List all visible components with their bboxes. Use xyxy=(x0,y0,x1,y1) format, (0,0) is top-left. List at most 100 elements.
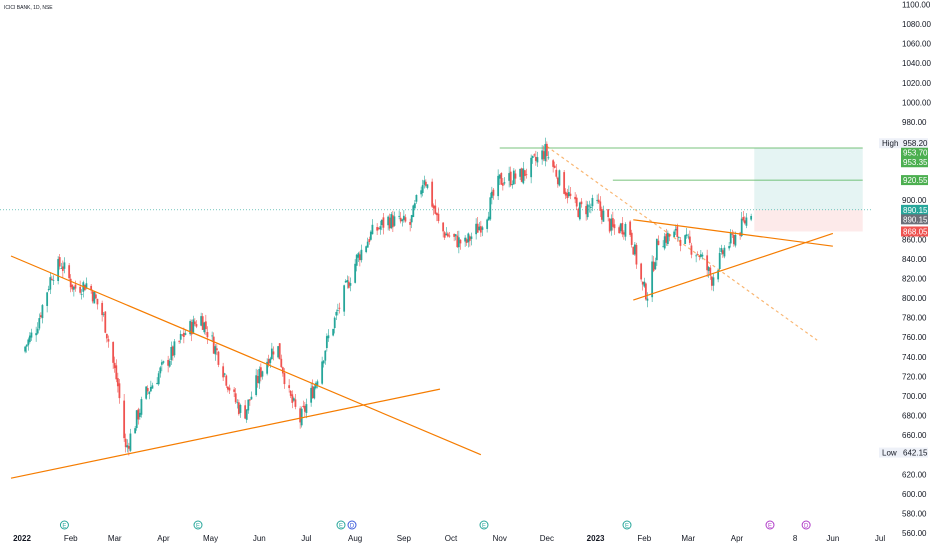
trendline[interactable] xyxy=(546,145,818,341)
candle-body xyxy=(182,332,185,337)
candle-body xyxy=(602,210,605,222)
candle-body xyxy=(343,285,346,312)
position-tool[interactable] xyxy=(0,147,872,232)
event-marker-icon[interactable]: D xyxy=(801,520,811,530)
position-target-zone[interactable] xyxy=(754,147,863,210)
candle-body xyxy=(112,342,115,363)
candle-body xyxy=(223,373,226,375)
trendlines[interactable] xyxy=(10,145,834,479)
price-tag-value: 642.15 xyxy=(903,449,928,458)
event-marker-letter: E xyxy=(625,524,629,530)
candle-body xyxy=(522,168,525,184)
candle-body xyxy=(376,227,379,231)
price-tag-green: 953.35 xyxy=(901,157,928,168)
candle-body xyxy=(61,266,64,271)
time-axis[interactable]: 2022 Feb Mar Apr May Jun Jul Aug Sep Oct Nov Dec 202… xyxy=(13,534,885,543)
candle-body xyxy=(310,387,313,403)
candle-body xyxy=(497,175,500,197)
candle-body xyxy=(24,346,27,352)
candle-body xyxy=(80,293,83,295)
candle-body xyxy=(27,339,30,346)
candle-body xyxy=(255,375,258,396)
candle-body xyxy=(47,288,50,291)
candle-body xyxy=(237,402,240,415)
candle-body xyxy=(544,144,547,162)
candle-body xyxy=(545,143,548,157)
trendline[interactable] xyxy=(10,388,441,479)
candle-body xyxy=(500,172,503,185)
candle-body xyxy=(302,405,305,408)
candle-body xyxy=(619,223,622,232)
event-marker-icon[interactable]: E xyxy=(59,520,69,530)
candle-body xyxy=(69,278,72,288)
candle-body xyxy=(519,168,522,177)
candle-body xyxy=(261,371,264,377)
trendline[interactable] xyxy=(10,255,482,456)
candle-body xyxy=(369,231,372,240)
price-tag-bg xyxy=(901,204,928,215)
event-marker-icon[interactable]: E xyxy=(193,520,203,530)
event-marker-icon[interactable]: E xyxy=(765,520,775,530)
candle-body xyxy=(300,408,303,426)
candle-body xyxy=(437,213,440,222)
trendline[interactable] xyxy=(633,232,834,301)
candle-body xyxy=(695,255,698,257)
time-tick-label: Oct xyxy=(445,534,458,543)
candle-body xyxy=(94,294,97,299)
candle-body xyxy=(113,362,116,369)
candle-body xyxy=(225,375,228,386)
candle-body xyxy=(124,438,127,448)
candle-body xyxy=(226,386,229,390)
candle-body xyxy=(90,285,93,291)
candle-body xyxy=(248,399,251,401)
candle-body xyxy=(387,216,390,226)
candle-body xyxy=(635,244,638,265)
event-marker-icon[interactable]: D xyxy=(347,520,357,530)
candle-body xyxy=(512,170,515,185)
candle-body xyxy=(742,216,745,221)
candle-body xyxy=(717,270,720,280)
candle-body xyxy=(421,185,424,193)
candle-body xyxy=(665,233,668,243)
price-tick-label: 1040.00 xyxy=(902,59,931,68)
candle-body xyxy=(475,223,478,235)
event-marker-icon[interactable]: E xyxy=(336,520,346,530)
candle-body xyxy=(52,279,55,281)
candle-body xyxy=(555,169,558,177)
candle-body xyxy=(470,236,473,239)
candle-body xyxy=(750,215,753,220)
time-tick-label: Feb xyxy=(64,534,78,543)
candle-body xyxy=(146,388,149,392)
candle-body xyxy=(25,344,28,347)
candle-body xyxy=(195,324,198,327)
horizontal-levels[interactable] xyxy=(499,147,863,181)
candle-body xyxy=(520,168,523,182)
candle-body xyxy=(159,367,162,374)
candle-body xyxy=(380,219,383,226)
price-tick-label: 740.00 xyxy=(902,353,927,362)
candle-body xyxy=(442,222,445,232)
candle-body xyxy=(214,346,217,355)
event-marker-icon[interactable]: E xyxy=(479,520,489,530)
candle-body xyxy=(420,190,423,195)
candle-body xyxy=(630,232,633,245)
candle-body xyxy=(456,235,459,248)
time-tick-label: Jul xyxy=(875,534,885,543)
candle-body xyxy=(299,408,302,423)
candle-body xyxy=(688,236,691,243)
event-marker-icon[interactable]: E xyxy=(622,520,632,530)
candle-body xyxy=(478,226,481,231)
candle-body xyxy=(415,194,418,202)
candle-body xyxy=(468,236,471,241)
price-tag-value: 890.15 xyxy=(903,215,928,224)
candle-body xyxy=(486,219,489,229)
candle-body xyxy=(272,351,275,355)
price-tag-value: 890.15 xyxy=(903,206,928,215)
price-tick-label: 980.00 xyxy=(902,118,927,127)
candle-body xyxy=(280,358,283,368)
trendline[interactable] xyxy=(633,219,833,247)
position-stop-zone[interactable] xyxy=(754,209,863,232)
candle-body xyxy=(269,358,272,363)
